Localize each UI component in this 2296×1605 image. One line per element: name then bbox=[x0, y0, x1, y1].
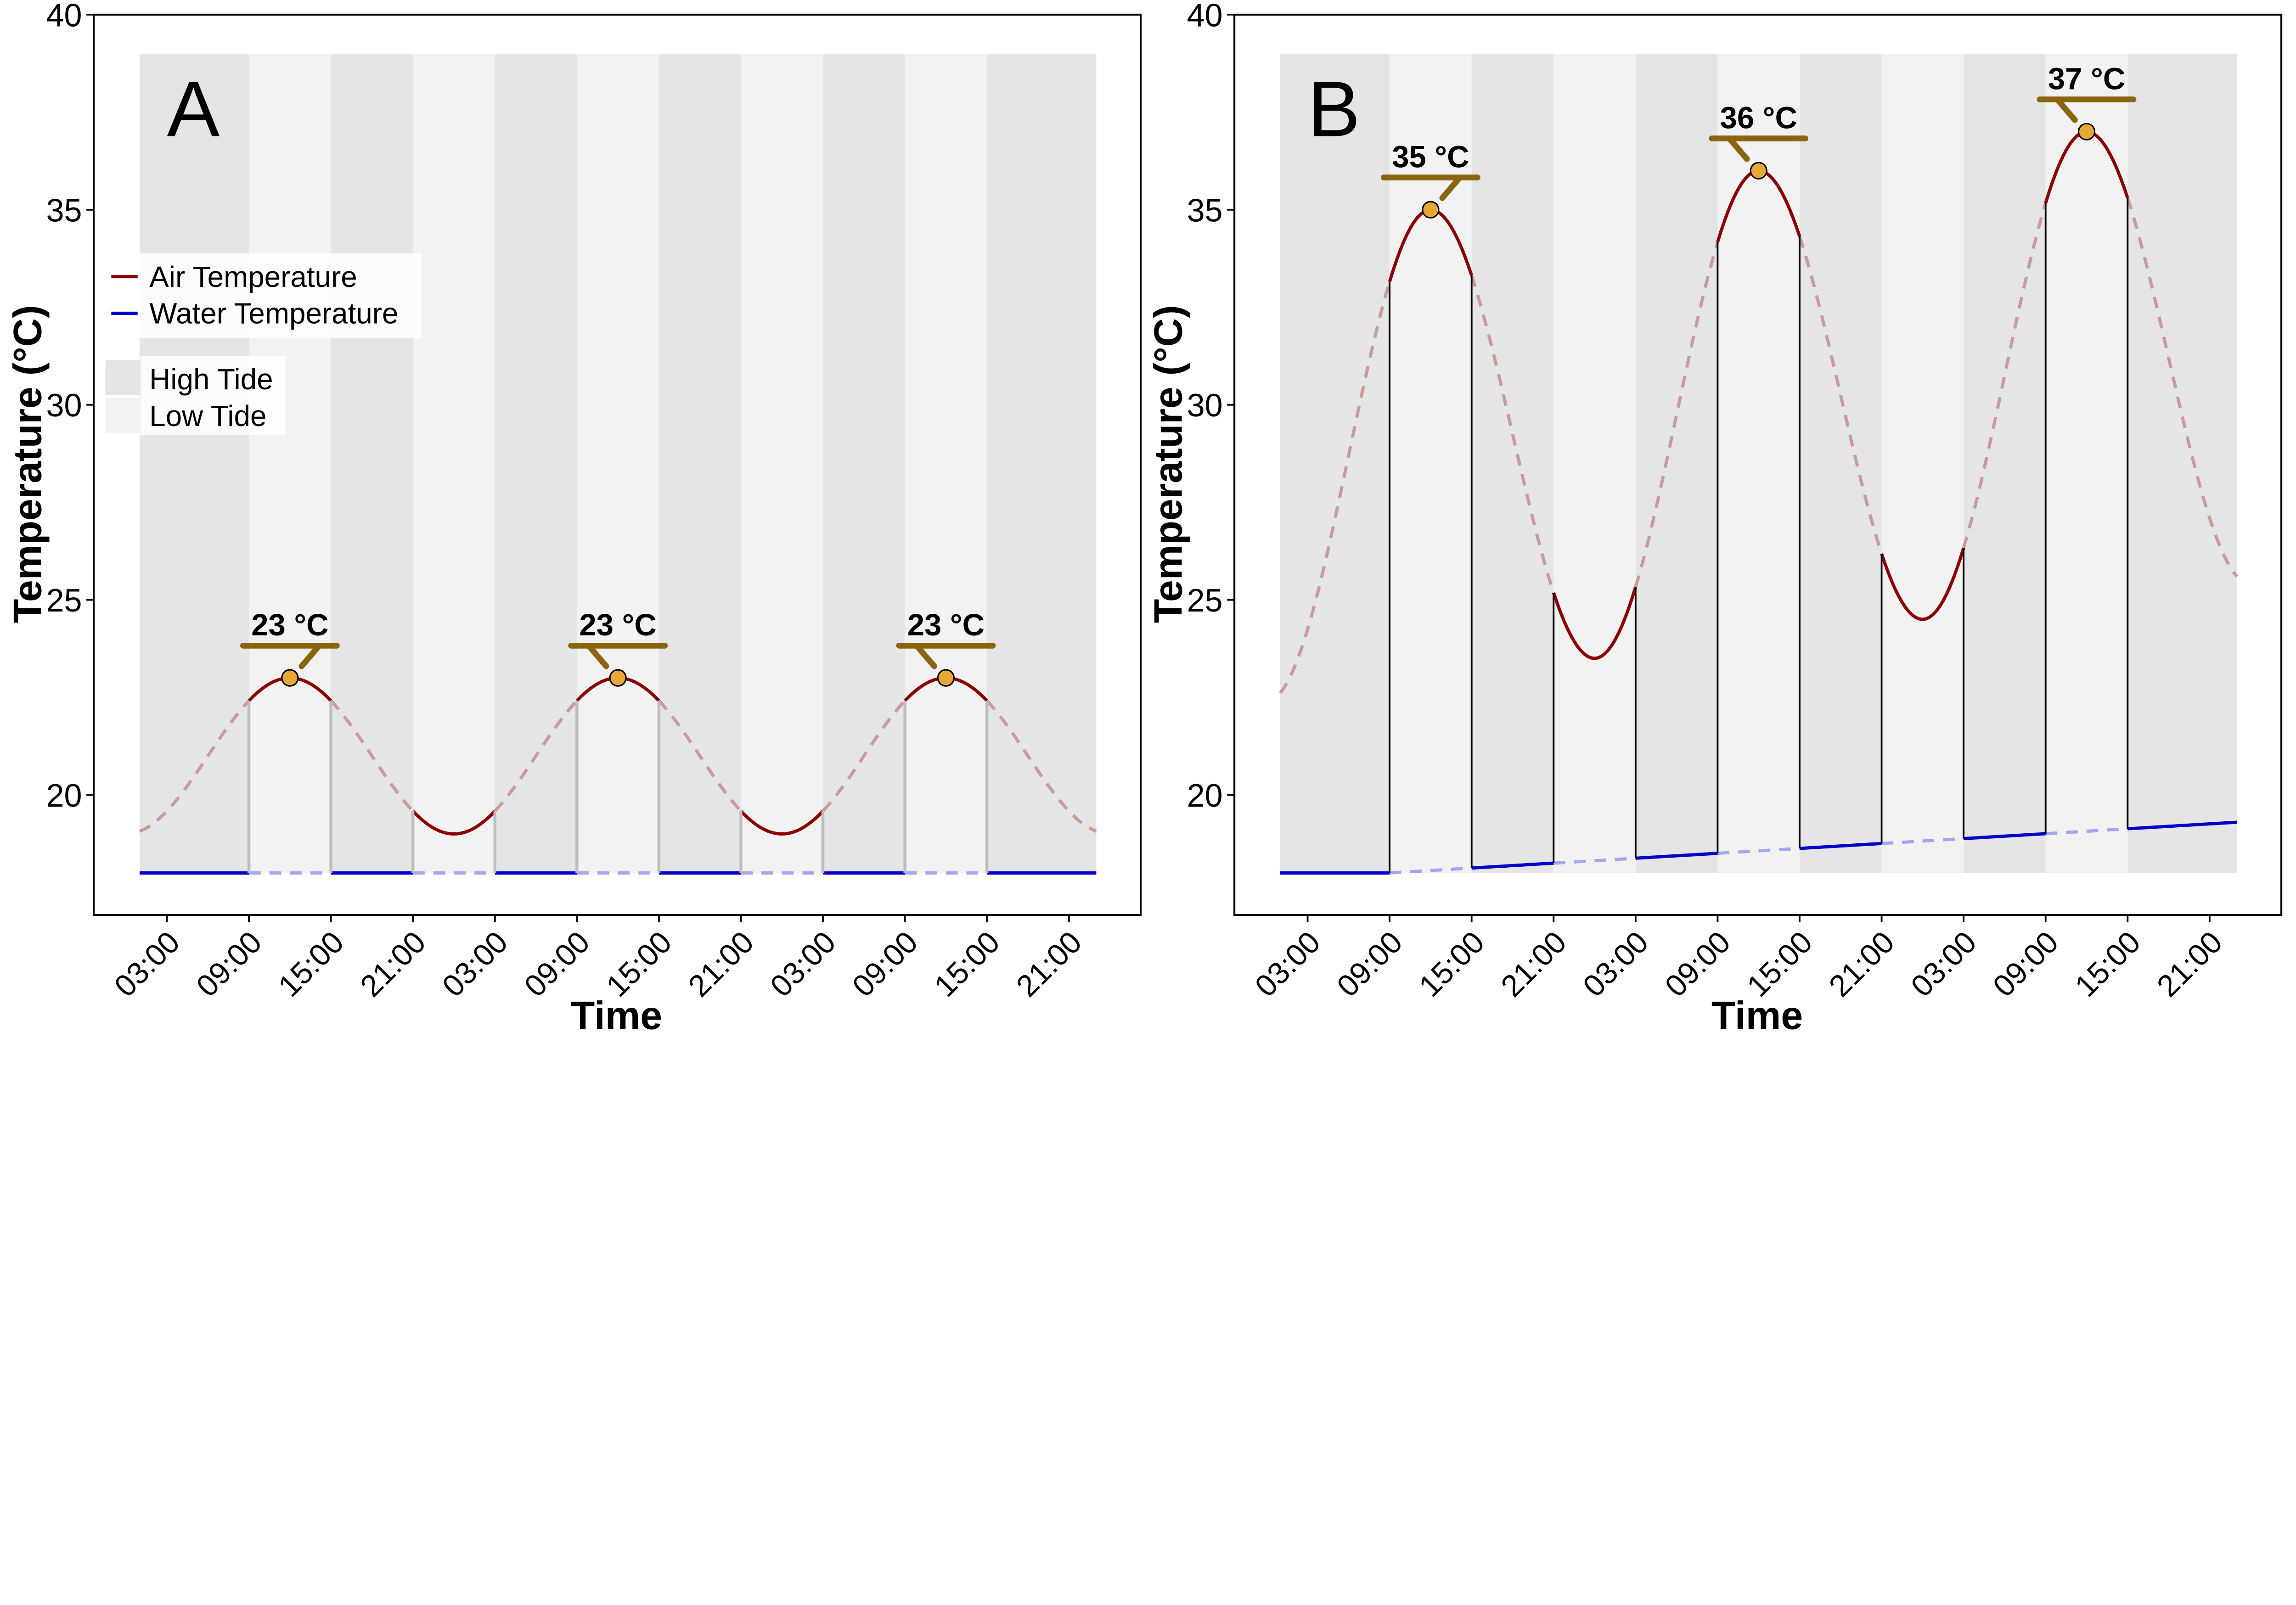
panel-letter: B bbox=[1308, 65, 1361, 153]
peak-label: 23 °C bbox=[251, 608, 328, 642]
legend-water-label: Water Temperature bbox=[149, 297, 398, 330]
peak-label: 36 °C bbox=[1720, 101, 1797, 135]
peak-label: 37 °C bbox=[2048, 62, 2125, 96]
y-axis-title: Temperature (°C) bbox=[1146, 305, 1190, 623]
y-tick-label: 40 bbox=[46, 0, 82, 33]
peak-marker bbox=[1422, 201, 1440, 219]
peak-label-leader bbox=[585, 643, 609, 669]
peak-label-leader bbox=[913, 643, 937, 669]
air-temperature-line bbox=[411, 810, 496, 836]
air-temperature-line bbox=[1880, 547, 1965, 621]
low-tide-band bbox=[1717, 53, 1800, 873]
high-tide-band bbox=[987, 53, 1097, 873]
legend-low-tide-label: Low Tide bbox=[149, 399, 266, 432]
water-temperature-line bbox=[1471, 861, 1554, 870]
low-tide-band bbox=[249, 53, 331, 873]
air-temperature-line-dashed bbox=[1798, 236, 1883, 555]
high-tide-band bbox=[1471, 53, 1554, 873]
x-axis-title: Time bbox=[571, 994, 662, 1038]
low-tide-band bbox=[905, 53, 987, 873]
legend-line-box bbox=[139, 253, 422, 338]
legend-air-label: Air Temperature bbox=[149, 260, 357, 293]
legend-low-tide-swatch bbox=[105, 398, 141, 433]
air-temperature-line-dashed bbox=[139, 699, 250, 833]
low-tide-band bbox=[2045, 53, 2128, 873]
high-tide-band bbox=[2127, 53, 2237, 873]
high-tide-band bbox=[1800, 53, 1882, 873]
air-temperature-line bbox=[740, 810, 824, 836]
air-temperature-line-dashed bbox=[1634, 241, 1719, 588]
peak-marker bbox=[937, 669, 955, 687]
peak-label: 35 °C bbox=[1392, 140, 1469, 174]
peak-label-leader bbox=[1726, 135, 1750, 162]
air-temperature-line-dashed bbox=[1279, 281, 1391, 694]
air-temperature-line-dashed bbox=[822, 699, 906, 813]
high-tide-band bbox=[140, 53, 249, 873]
x-axis-title: Time bbox=[1711, 994, 1803, 1038]
low-tide-band bbox=[577, 53, 659, 873]
air-temperature-line-dashed bbox=[1962, 202, 2048, 549]
legend-high-tide-swatch bbox=[105, 360, 141, 395]
y-tick-label: 25 bbox=[1187, 582, 1223, 618]
water-temperature-line bbox=[1963, 832, 2046, 841]
peak-label: 23 °C bbox=[907, 608, 985, 642]
peak-label: 23 °C bbox=[580, 608, 657, 642]
high-tide-band bbox=[658, 53, 741, 873]
y-tick-label: 35 bbox=[1187, 192, 1223, 228]
low-tide-band bbox=[413, 53, 495, 873]
legend-high-tide-label: High Tide bbox=[149, 363, 273, 396]
y-axis-title: Temperature (°C) bbox=[6, 305, 50, 623]
y-tick-label: 20 bbox=[46, 777, 82, 814]
air-temperature-line-dashed bbox=[985, 699, 1097, 833]
water-temperature-line bbox=[1635, 852, 1718, 860]
low-tide-band bbox=[741, 53, 823, 873]
peak-marker bbox=[609, 669, 627, 687]
y-tick-label: 35 bbox=[46, 192, 82, 228]
peak-marker bbox=[281, 669, 299, 687]
water-temperature-line-dashed bbox=[2045, 827, 2128, 836]
y-tick-label: 30 bbox=[1187, 387, 1223, 423]
low-tide-band bbox=[1881, 53, 1964, 873]
plot-frame bbox=[1233, 13, 2283, 916]
peak-label-leader bbox=[1439, 174, 1463, 201]
high-tide-band bbox=[1280, 53, 1390, 873]
air-temperature-line-dashed bbox=[658, 699, 743, 813]
peak-marker bbox=[1750, 162, 1767, 180]
low-tide-band bbox=[1390, 53, 1472, 873]
water-temperature-line bbox=[1799, 842, 1882, 850]
water-temperature-line bbox=[2127, 820, 2237, 831]
water-temperature-line-dashed bbox=[1389, 866, 1472, 875]
peak-label-leader bbox=[2054, 96, 2078, 123]
high-tide-band bbox=[331, 53, 413, 873]
y-tick-label: 40 bbox=[1187, 0, 1223, 33]
high-tide-band bbox=[1635, 53, 1718, 873]
y-tick-label: 20 bbox=[1187, 777, 1223, 814]
water-temperature-line-dashed bbox=[1881, 837, 1964, 845]
air-temperature-line-dashed bbox=[494, 699, 578, 813]
panel-letter: A bbox=[167, 65, 220, 153]
air-temperature-line-dashed bbox=[1470, 275, 1555, 594]
high-tide-band bbox=[1964, 53, 2046, 873]
air-temperature-line-dashed bbox=[2126, 197, 2239, 578]
low-tide-band bbox=[1553, 53, 1636, 873]
y-tick-label: 25 bbox=[46, 582, 82, 618]
peak-label-leader bbox=[298, 643, 322, 669]
legend-tide-box bbox=[141, 355, 286, 435]
high-tide-band bbox=[495, 53, 577, 873]
water-temperature-line-dashed bbox=[1553, 856, 1636, 865]
y-tick-label: 30 bbox=[46, 387, 82, 423]
high-tide-band bbox=[823, 53, 905, 873]
plot-frame bbox=[93, 13, 1142, 916]
air-temperature-line-dashed bbox=[330, 699, 414, 813]
peak-marker bbox=[2077, 123, 2096, 140]
water-temperature-line-dashed bbox=[1717, 847, 1800, 855]
air-temperature-line bbox=[1552, 586, 1638, 660]
